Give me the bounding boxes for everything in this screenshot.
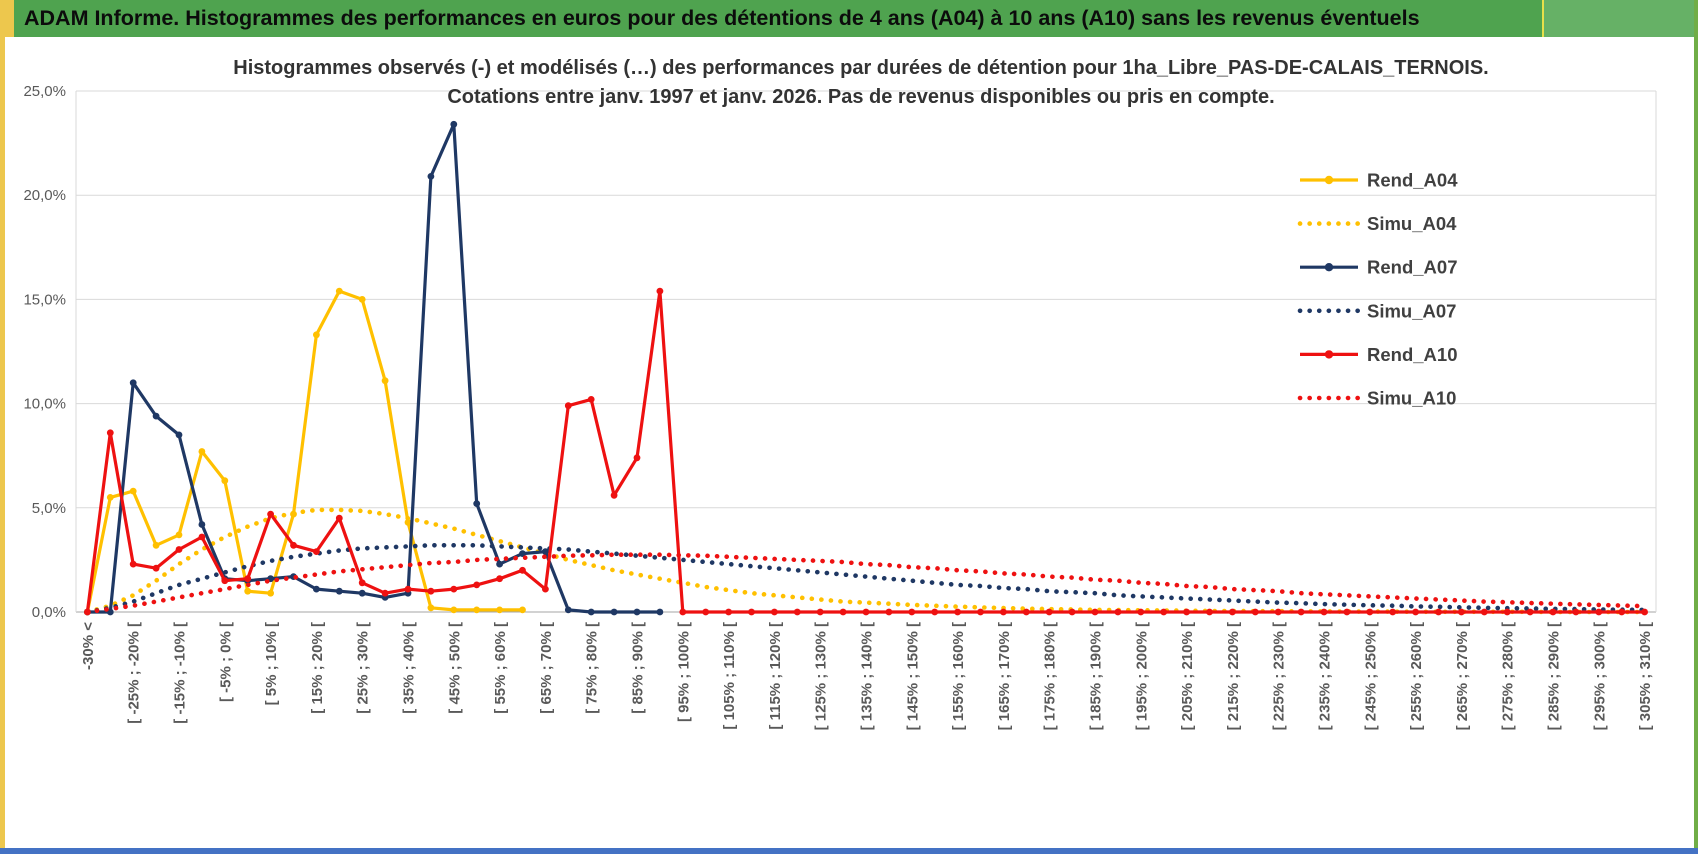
chart-object[interactable]: Histogrammes observés (-) et modélisés (… [6, 40, 1694, 846]
series-line-Rend_A04[interactable] [85, 289, 523, 613]
y-tick-label: 10,0% [23, 396, 66, 413]
legend-marker-Rend_A07 [1324, 263, 1334, 272]
chart-plot: 0,0% 5,0% 10,0% 15,0% 20,0% 25,0% -30% < [ -25%… [23, 83, 1657, 730]
y-tick-label: 5,0% [32, 500, 66, 517]
header-title: ADAM Informe. Histogrammes des performan… [24, 6, 1420, 30]
legend-label-Rend_A07: Rend_A07 [1367, 257, 1457, 278]
x-tick-label: [ 185% ; 190% [ [1087, 622, 1104, 730]
x-tick-label: [ 55% ; 60% [ [492, 622, 509, 714]
x-tick-label: [ 275% ; 280% [ [1500, 622, 1517, 730]
x-tick-label: -30% < [80, 622, 97, 670]
x-tick-label: [ 135% ; 140% [ [859, 622, 876, 730]
legend-item-Rend_A04[interactable]: Rend_A04 [1300, 170, 1458, 191]
x-tick-label: [ 225% ; 230% [ [1271, 622, 1288, 730]
series-line-Simu_A07[interactable] [85, 543, 1647, 615]
legend-label-Simu_A04: Simu_A04 [1367, 213, 1457, 234]
legend-item-Simu_A10[interactable]: Simu_A10 [1297, 388, 1456, 409]
x-tick-label: [ 165% ; 170% [ [996, 622, 1013, 730]
x-tick-label: [ 95% ; 100% [ [675, 622, 692, 722]
x-tick-label: [ 115% ; 120% [ [767, 622, 784, 730]
x-tick-label: [ 305% ; 310% [ [1637, 622, 1654, 730]
x-tick-label: [ 75% ; 80% [ [584, 622, 601, 714]
x-tick-label: [ 215% ; 220% [ [1225, 622, 1242, 730]
x-tick-label: [ 295% ; 300% [ [1591, 622, 1608, 730]
legend-item-Rend_A10[interactable]: Rend_A10 [1300, 344, 1457, 365]
x-tick-label: [ 45% ; 50% [ [446, 622, 463, 714]
legend-label-Simu_A10: Simu_A10 [1367, 388, 1456, 409]
header-right-cell[interactable] [1542, 0, 1698, 37]
x-tick-label: [ 285% ; 290% [ [1545, 622, 1562, 730]
legend-label-Rend_A10: Rend_A10 [1367, 344, 1457, 365]
legend-item-Simu_A04[interactable]: Simu_A04 [1297, 213, 1457, 234]
y-tick-label: 25,0% [23, 83, 66, 100]
x-tick-label: [ 35% ; 40% [ [401, 622, 418, 714]
x-tick-label: [ 265% ; 270% [ [1454, 622, 1471, 730]
x-tick-label: [ -25% ; -20% [ [126, 622, 143, 724]
x-tick-label: [ 175% ; 180% [ [1042, 622, 1059, 730]
x-tick-label: [ 235% ; 240% [ [1316, 622, 1333, 730]
y-tick-label: 20,0% [23, 187, 66, 204]
left-accent-strip [0, 37, 5, 854]
x-tick-label: [ 195% ; 200% [ [1133, 622, 1150, 730]
legend-item-Rend_A07[interactable]: Rend_A07 [1300, 257, 1457, 278]
legend-label-Rend_A04: Rend_A04 [1367, 170, 1458, 191]
series-line-Simu_A10[interactable] [85, 552, 1647, 615]
x-tick-label: [ 145% ; 150% [ [904, 622, 921, 730]
legend-label-Simu_A07: Simu_A07 [1367, 300, 1456, 321]
series-line-Simu_A04[interactable] [85, 507, 1647, 615]
legend-marker-Rend_A04 [1324, 175, 1334, 185]
bottom-accent-strip [0, 848, 1698, 854]
legend-item-Simu_A07[interactable]: Simu_A07 [1297, 300, 1456, 321]
x-tick-label: [ 245% ; 250% [ [1362, 622, 1379, 730]
x-tick-label: [ 105% ; 110% [ [721, 622, 738, 730]
x-tick-label: [ 5% ; 10% [ [263, 622, 280, 705]
x-tick-label: [ -5% ; 0% [ [217, 622, 234, 702]
series-markers-Rend_A10 [84, 287, 1648, 616]
header-cell[interactable]: ADAM Informe. Histogrammes des performan… [14, 0, 1542, 37]
x-tick-label: [ -15% ; -10% [ [172, 622, 189, 724]
x-tick-label: [ 15% ; 20% [ [309, 622, 326, 714]
series-line-Rend_A10[interactable] [85, 289, 1645, 614]
right-accent-strip [1694, 0, 1698, 854]
x-tick-label: [ 125% ; 130% [ [813, 622, 830, 730]
corner-accent [0, 0, 14, 37]
series-line-Rend_A07[interactable] [87, 122, 660, 614]
y-tick-label: 15,0% [23, 291, 66, 308]
legend-marker-Rend_A10 [1324, 350, 1334, 359]
y-tick-label: 0,0% [32, 604, 66, 621]
x-tick-label: [ 65% ; 70% [ [538, 622, 555, 714]
x-tick-label: [ 25% ; 30% [ [355, 622, 372, 714]
x-tick-label: [ 255% ; 260% [ [1408, 622, 1425, 730]
x-tick-label: [ 155% ; 160% [ [950, 622, 967, 730]
x-tick-label: [ 85% ; 90% [ [630, 622, 647, 714]
x-tick-label: [ 205% ; 210% [ [1179, 622, 1196, 730]
